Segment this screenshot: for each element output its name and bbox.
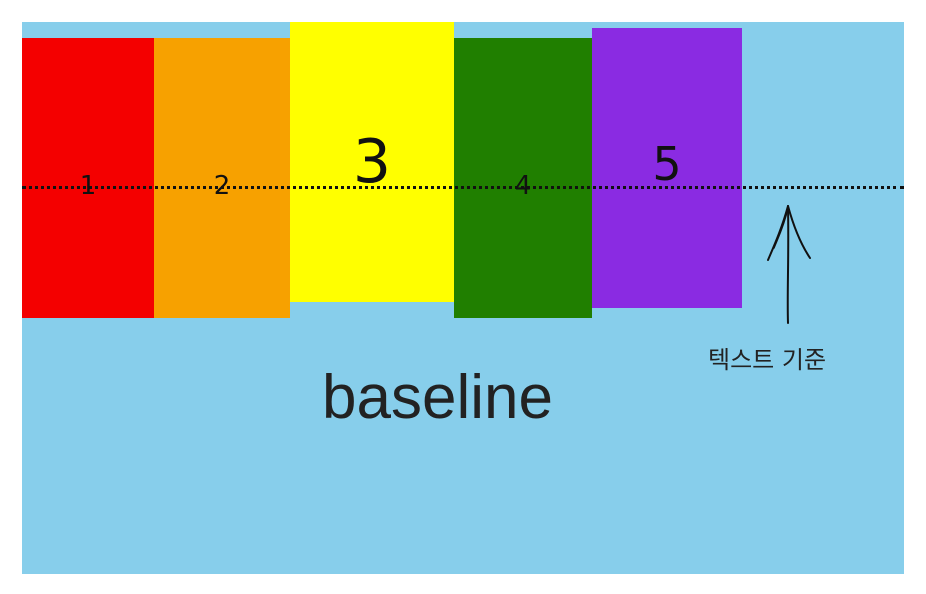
flex-item-4: 4 [454, 38, 592, 318]
item-label-3: 3 [352, 127, 392, 197]
baseline-caption: 텍스트 기준 [708, 346, 827, 374]
item-label-5: 5 [652, 137, 682, 191]
flex-item-1: 1 [22, 38, 154, 318]
flex-item-2: 2 [154, 38, 290, 318]
up-arrow-icon [767, 205, 811, 324]
baseline-dotted-line [22, 186, 904, 189]
diagram-title: baseline [322, 363, 553, 432]
flex-item-5: 5 [592, 28, 742, 308]
flex-item-3: 3 [290, 22, 454, 302]
flex-container: 1 2 3 4 5 텍스트 기준 baseline [22, 22, 904, 574]
